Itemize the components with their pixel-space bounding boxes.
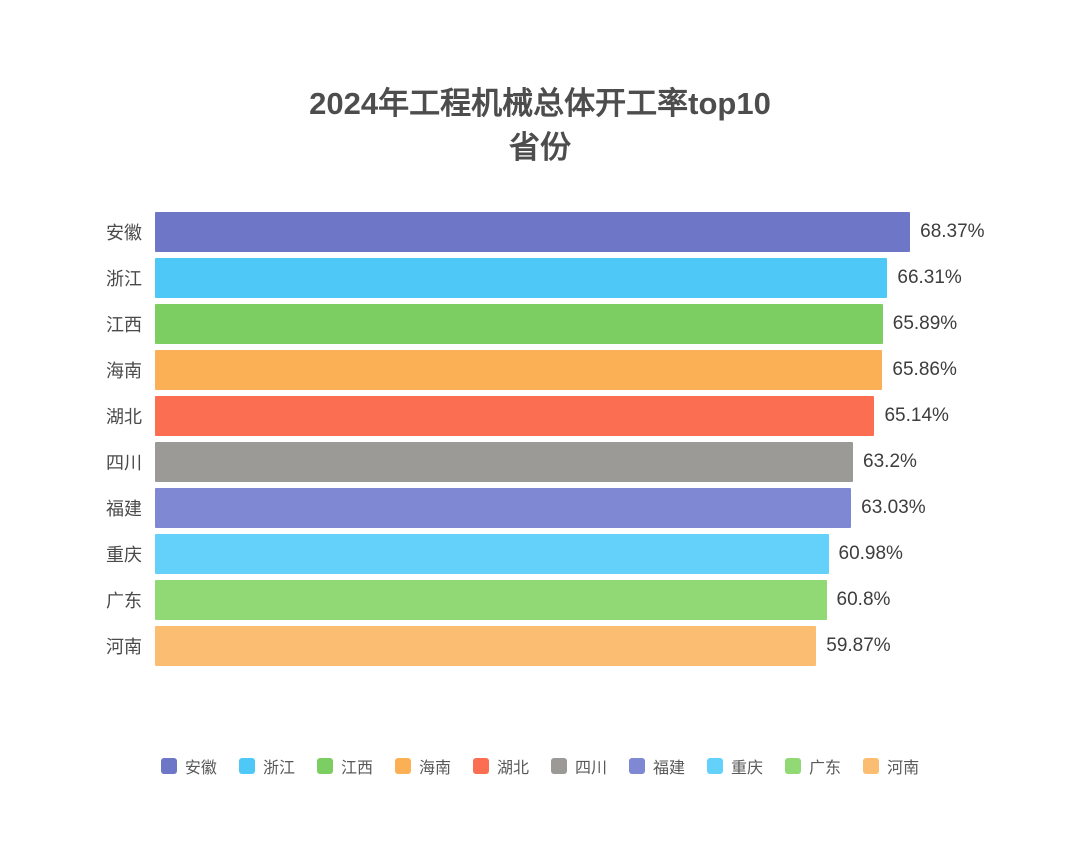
bar (155, 534, 829, 574)
value-label: 65.86% (892, 359, 957, 380)
legend-swatch (472, 758, 489, 774)
legend-item: 江西 (316, 754, 373, 778)
legend-item: 浙江 (238, 754, 295, 778)
legend-swatch (551, 758, 567, 774)
category-label: 重庆 (106, 545, 142, 565)
value-label: 68.37% (920, 221, 985, 242)
bar-track: 60.8% (155, 580, 990, 620)
bar (155, 396, 875, 436)
legend-label: 重庆 (731, 760, 764, 777)
chart-legend: 安徽 浙江 江西 海南 湖北 四川 福建 重庆 广东 河南 (0, 754, 1080, 778)
legend-swatch (238, 758, 255, 774)
bar-track: 65.14% (155, 396, 990, 436)
chart-title-line1: 2024年工程机械总体开工率top10 (309, 86, 771, 121)
value-label: 60.98% (838, 543, 903, 564)
chart-title-line2: 省份 (509, 130, 571, 165)
bar (155, 442, 854, 482)
legend-swatch (707, 758, 724, 774)
chart-row: 福建 63.03% (5, 488, 990, 528)
legend-item: 重庆 (707, 754, 763, 778)
category-label: 海南 (106, 361, 142, 381)
bar-track: 59.87% (155, 626, 990, 666)
bar (155, 258, 888, 298)
value-label: 65.89% (892, 313, 958, 334)
bar (155, 488, 852, 528)
chart-row: 江西 65.89% (5, 304, 990, 344)
bar-track: 65.89% (155, 304, 990, 344)
legend-label: 浙江 (262, 760, 295, 777)
legend-item: 安徽 (160, 754, 217, 778)
bar-track: 65.86% (155, 350, 990, 390)
value-label: 63.2% (863, 451, 917, 472)
legend-label: 河南 (887, 760, 920, 777)
category-label: 安徽 (106, 223, 142, 243)
category-label: 江西 (106, 315, 142, 335)
legend-item: 福建 (629, 754, 685, 778)
value-label: 63.03% (861, 497, 926, 518)
bar (155, 626, 817, 666)
legend-label: 广东 (809, 760, 842, 777)
legend-label: 四川 (575, 760, 608, 777)
bar (155, 350, 883, 390)
legend-swatch (863, 758, 880, 774)
chart-row: 重庆 60.98% (5, 534, 990, 574)
legend-label: 安徽 (184, 760, 217, 777)
bar-track: 66.31% (155, 258, 990, 298)
chart-row: 海南 65.86% (5, 350, 990, 390)
chart-row: 四川 63.2% (5, 442, 990, 482)
legend-label: 江西 (340, 760, 373, 777)
legend-item: 河南 (863, 754, 919, 778)
category-label: 四川 (106, 453, 142, 473)
value-label: 60.8% (836, 589, 891, 610)
category-label: 湖北 (106, 407, 142, 427)
category-label: 广东 (106, 591, 142, 611)
bar (155, 580, 827, 620)
legend-label: 福建 (653, 760, 686, 777)
category-label: 福建 (106, 499, 142, 519)
legend-swatch (160, 758, 177, 774)
bar-track: 63.2% (155, 442, 990, 482)
chart-row: 安徽 68.37% (5, 212, 990, 252)
bar (155, 212, 911, 252)
chart-row: 浙江 66.31% (5, 258, 990, 298)
legend-item: 湖北 (472, 754, 529, 778)
legend-swatch (394, 758, 411, 774)
value-label: 59.87% (826, 635, 891, 656)
bar-track: 60.98% (155, 534, 990, 574)
legend-swatch (629, 758, 646, 774)
legend-swatch (316, 758, 333, 774)
value-label: 65.14% (884, 405, 949, 426)
chart-row: 河南 59.87% (5, 626, 990, 666)
bar-track: 68.37% (155, 212, 990, 252)
legend-label: 湖北 (496, 760, 529, 777)
bar-track: 63.03% (155, 488, 990, 528)
chart-title: 2024年工程机械总体开工率top10 省份 (0, 82, 1080, 170)
category-label: 河南 (106, 637, 142, 657)
legend-swatch (785, 758, 802, 774)
bar-chart: 安徽 68.37% 浙江 66.31% 江西 65.89% 海南 65.86% 湖北 65.14%… (5, 212, 990, 666)
chart-row: 湖北 65.14% (5, 396, 990, 436)
legend-item: 四川 (551, 754, 607, 778)
value-label: 66.31% (897, 267, 962, 288)
legend-item: 广东 (785, 754, 841, 778)
legend-item: 海南 (394, 754, 451, 778)
legend-label: 海南 (418, 760, 451, 777)
category-label: 浙江 (106, 269, 142, 289)
bar (155, 304, 883, 344)
chart-row: 广东 60.8% (5, 580, 990, 620)
